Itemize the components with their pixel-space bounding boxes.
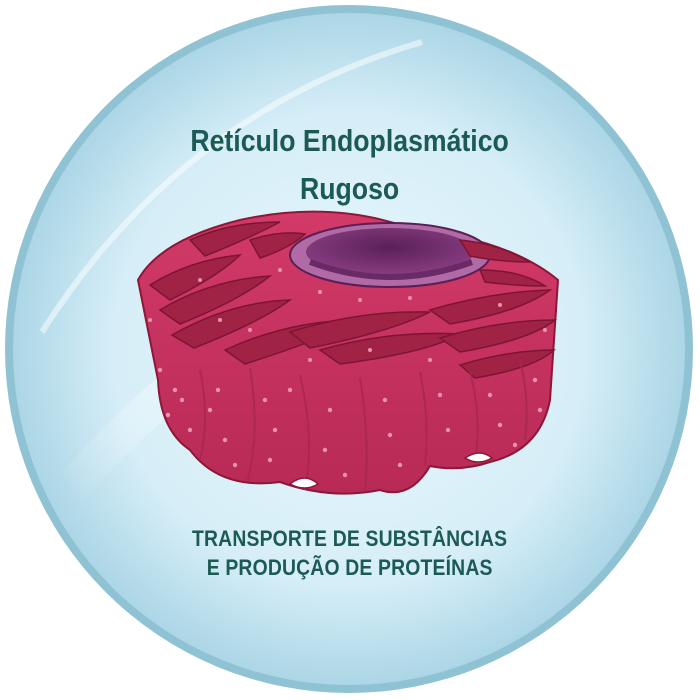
caption-line-2: E PRODUÇÃO DE PROTEÍNAS	[206, 555, 493, 580]
title-line-1: Retículo Endoplasmático	[190, 123, 509, 158]
caption: TRANSPORTE DE SUBSTÂNCIAS E PRODUÇÃO DE …	[42, 524, 658, 582]
nucleus-inner	[306, 228, 474, 276]
rough-er-icon	[130, 200, 570, 510]
title-line-2: Rugoso	[299, 171, 400, 206]
title: Retículo Endoplasmático Rugoso	[49, 117, 651, 213]
ribosome-dots	[148, 268, 547, 478]
rough-er-graphic	[136, 210, 560, 495]
caption-line-1: TRANSPORTE DE SUBSTÂNCIAS	[192, 526, 508, 551]
